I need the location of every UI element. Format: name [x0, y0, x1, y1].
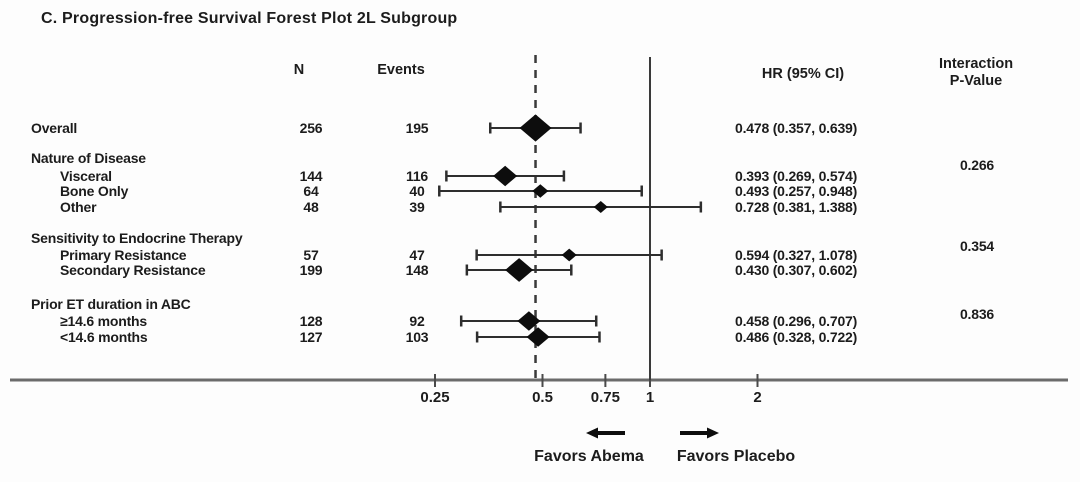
hr-diamond [526, 327, 550, 347]
events-value: 47 [409, 247, 425, 263]
n-value: 199 [299, 262, 323, 278]
column-header-hr: HR (95% CI) [761, 66, 845, 82]
n-value: 127 [299, 329, 323, 345]
forest-row-marker [489, 114, 582, 142]
hr-diamond [493, 165, 518, 187]
subgroup-label: Other [60, 199, 97, 215]
events-value: 39 [409, 199, 425, 215]
interaction-p-value: 0.354 [959, 238, 995, 254]
hr-ci-value: 0.493 (0.257, 0.948) [735, 183, 858, 199]
hr-diamond [532, 184, 549, 198]
subgroup-label: ≥14.6 months [60, 313, 147, 329]
n-value: 256 [299, 120, 323, 136]
hr-ci-value: 0.486 (0.328, 0.722) [735, 329, 858, 345]
subgroup-label: Secondary Resistance [60, 262, 206, 278]
section-label: Nature of Disease [31, 150, 146, 166]
hr-diamond [561, 248, 577, 262]
hr-ci-value: 0.458 (0.296, 0.707) [735, 313, 858, 329]
events-value: 195 [405, 120, 429, 136]
favors-abema-arrow [586, 427, 625, 439]
column-header-interaction-line1: Interaction [938, 56, 1014, 72]
column-header-n: N [293, 62, 305, 78]
favors-placebo-label: Favors Placebo [676, 448, 796, 465]
subgroup-label: Bone Only [60, 183, 129, 199]
forest-row-marker [475, 327, 601, 347]
subgroup-label: Overall [31, 120, 78, 136]
axis-tick-label: 0.75 [590, 389, 620, 406]
favors-abema-label: Favors Abema [534, 448, 644, 465]
column-header-interaction-line2: P-Value [949, 73, 1003, 89]
interaction-p-value: 0.836 [959, 306, 995, 322]
favors-placebo-arrow-head [707, 427, 719, 439]
axis-tick-label: 2 [753, 389, 762, 406]
column-header-interaction: Interaction P-Value [916, 56, 1036, 90]
forest-row-marker [459, 311, 598, 331]
n-value: 57 [303, 247, 319, 263]
hr-ci-value: 0.594 (0.327, 1.078) [735, 247, 858, 263]
subgroup-label: Primary Resistance [60, 247, 187, 263]
hr-ci-value: 0.430 (0.307, 0.602) [735, 262, 858, 278]
hr-diamond [505, 258, 534, 282]
section-label: Prior ET duration in ABC [31, 296, 191, 312]
n-value: 48 [303, 199, 319, 215]
n-value: 64 [303, 183, 319, 199]
favors-abema-arrow-head [586, 427, 598, 439]
events-value: 103 [405, 329, 429, 345]
interaction-p-value: 0.266 [959, 157, 995, 173]
forest-row-marker [475, 248, 663, 262]
subgroup-label: Visceral [60, 168, 112, 184]
section-label: Sensitivity to Endocrine Therapy [31, 230, 243, 246]
hr-ci-value: 0.728 (0.381, 1.388) [735, 199, 858, 215]
n-value: 128 [299, 313, 323, 329]
events-value: 92 [409, 313, 425, 329]
column-header-events: Events [377, 62, 425, 78]
events-value: 116 [406, 168, 428, 184]
forest-row-marker [499, 201, 703, 213]
axis-tick-label: 0.5 [532, 389, 553, 406]
events-value: 40 [409, 183, 425, 199]
favors-placebo-arrow [680, 427, 719, 439]
axis-tick-label: 1 [645, 389, 655, 406]
forest-row-marker [438, 184, 643, 198]
forest-row-marker [465, 258, 573, 282]
hr-ci-value: 0.478 (0.357, 0.639) [735, 120, 858, 136]
axis-tick-label: 0.25 [420, 389, 450, 406]
figure-title: C. Progression-free Survival Forest Plot… [41, 10, 458, 27]
hr-diamond [593, 201, 608, 213]
events-value: 148 [405, 262, 429, 278]
hr-diamond [517, 311, 541, 331]
hr-diamond [519, 114, 552, 142]
n-value: 144 [299, 168, 323, 184]
subgroup-label: <14.6 months [60, 329, 148, 345]
hr-ci-value: 0.393 (0.269, 0.574) [735, 168, 858, 184]
forest-row-marker [445, 165, 566, 187]
